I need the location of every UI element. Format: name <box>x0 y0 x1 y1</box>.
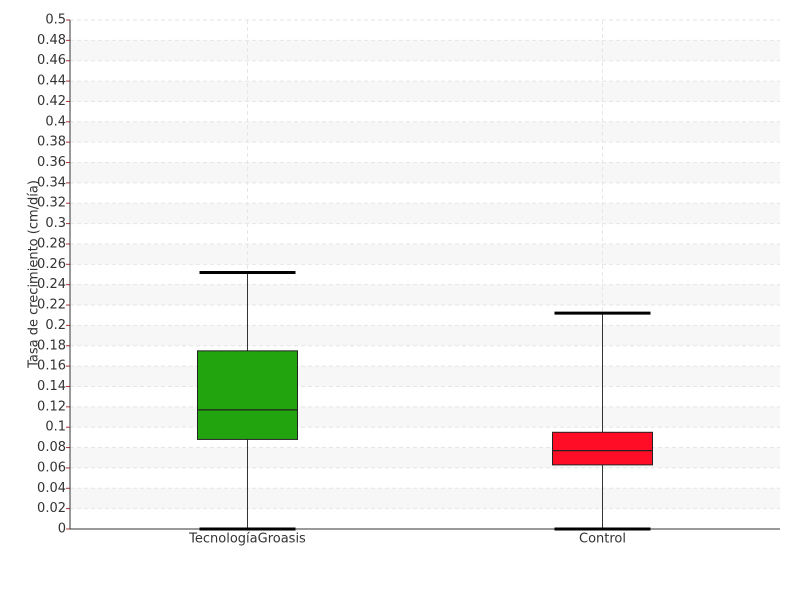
box <box>552 431 653 466</box>
y-tick-label: 0 <box>58 522 66 537</box>
grid-band <box>70 162 780 183</box>
grid-band <box>70 203 780 224</box>
grid-band <box>70 406 780 428</box>
y-tick-label: 0.46 <box>37 53 66 68</box>
grid-band <box>70 121 780 143</box>
y-tick-label: 0.26 <box>37 257 66 272</box>
y-tick-label: 0.2 <box>45 318 66 333</box>
y-tick-label: 0.44 <box>37 74 66 89</box>
y-tick-label: 0.3 <box>45 216 66 231</box>
y-tick-label: 0.32 <box>37 196 66 211</box>
y-tick-label: 0.28 <box>37 236 66 251</box>
y-tick-label: 0.48 <box>37 33 66 48</box>
y-tick-label: 0.1 <box>45 420 66 435</box>
grid-band <box>70 325 780 346</box>
y-tick-label: 0.34 <box>37 175 66 190</box>
y-tick-label: 0.14 <box>37 379 66 394</box>
grid-band <box>70 243 780 265</box>
grid-band <box>70 284 780 306</box>
grid-band <box>70 366 780 387</box>
grid-band <box>70 81 780 102</box>
grid-band <box>70 488 780 509</box>
y-tick-label: 0.04 <box>37 481 66 496</box>
x-tick-label: Control <box>579 532 626 547</box>
grid-band <box>70 40 780 61</box>
y-tick-label: 0.18 <box>37 338 66 353</box>
x-tick-label: TecnologíaGroasis <box>188 532 306 547</box>
y-tick-label: 0.4 <box>45 114 66 129</box>
y-tick-label: 0.38 <box>37 135 66 150</box>
box <box>197 350 298 440</box>
y-tick-label: 0.36 <box>37 155 66 170</box>
y-tick-label: 0.06 <box>37 460 66 475</box>
grid-band <box>70 447 780 468</box>
y-tick-label: 0.42 <box>37 94 66 109</box>
y-tick-label: 0.24 <box>37 277 66 292</box>
y-tick-label: 0.5 <box>45 13 66 28</box>
y-tick-label: 0.22 <box>37 298 66 313</box>
y-axis-label: Tasa de crecimiento (cm/día) <box>27 180 42 369</box>
y-tick-label: 0.12 <box>37 399 66 414</box>
y-tick-label: 0.08 <box>37 440 66 455</box>
y-tick-label: 0.02 <box>37 501 66 516</box>
y-tick-label: 0.16 <box>37 359 66 374</box>
